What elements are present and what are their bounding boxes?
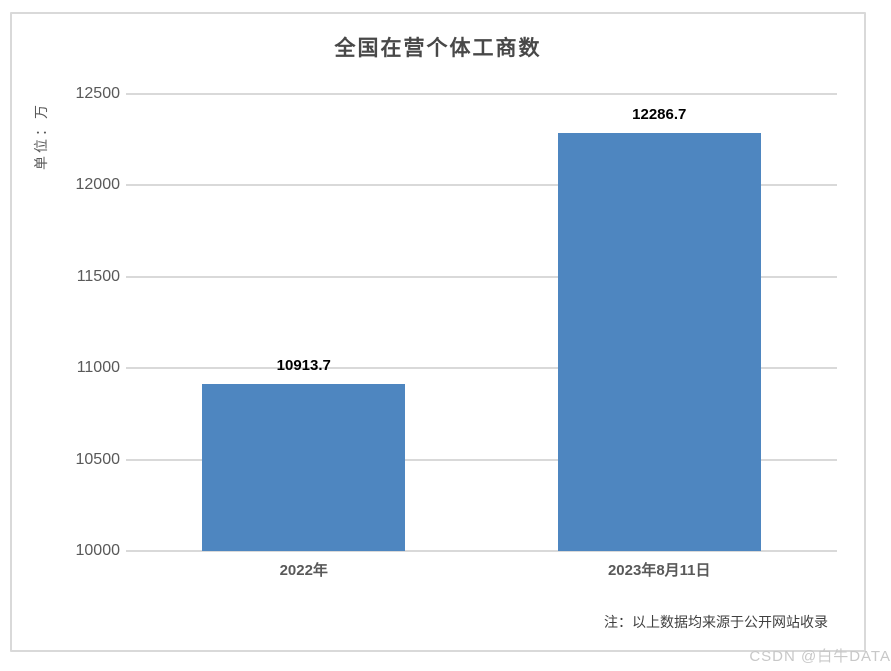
plot-area: 10913.7 12286.7 <box>126 93 837 552</box>
y-tick-label: 10500 <box>75 450 121 468</box>
x-category-label: 2023年8月11日 <box>607 562 711 579</box>
gridline <box>126 184 837 187</box>
data-label: 12286.7 <box>632 106 687 123</box>
chart-title: 全国在营个体工商数 <box>334 36 542 60</box>
gridline <box>126 367 837 370</box>
gridline <box>126 550 837 552</box>
y-tick-label: 10000 <box>75 542 121 559</box>
y-tick-label: 11000 <box>76 359 120 377</box>
bar-series-0-cat-0 <box>202 383 406 551</box>
y-tick-label: 12500 <box>75 85 121 102</box>
x-axis: 2022年 2023年8月11日 <box>126 559 837 583</box>
watermark: CSDN @白牛DATA <box>749 648 891 665</box>
gridline <box>126 275 837 278</box>
chart-frame: 全国在营个体工商数 单位：万 10000 10500 11000 11500 12000… <box>10 12 866 652</box>
gridline <box>126 93 837 95</box>
data-label: 10913.7 <box>276 356 331 374</box>
bar-series-0-cat-1 <box>557 133 761 551</box>
y-tick-label: 11500 <box>76 267 120 285</box>
x-category-label: 2022年 <box>279 562 328 579</box>
y-tick-label: 12000 <box>75 176 121 194</box>
gridline <box>126 458 837 461</box>
y-axis: 10000 10500 11000 11500 12000 12500 <box>12 85 121 559</box>
chart-note: 注：以上数据均来源于公开网站收录 <box>604 614 828 630</box>
